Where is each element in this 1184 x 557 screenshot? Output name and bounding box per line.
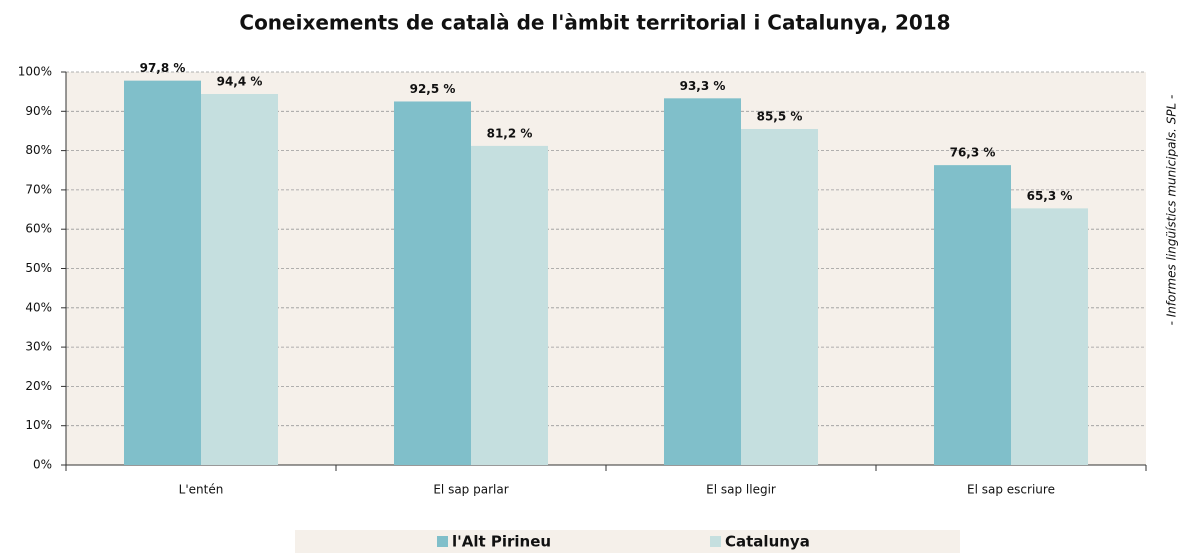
value-label: 65,3 % (1027, 189, 1073, 203)
legend-swatch (710, 536, 721, 547)
bar (664, 98, 741, 466)
legend-label: Catalunya (725, 533, 810, 551)
legend-box (295, 530, 960, 553)
y-tick-label: 80% (25, 143, 52, 157)
side-note: - Informes lingüístics municipals. SPL - (1165, 95, 1179, 326)
y-tick-label: 100% (18, 65, 52, 79)
bar (394, 101, 471, 465)
bar (471, 145, 548, 465)
y-tick-label: 0% (33, 458, 52, 472)
y-tick-label: 60% (25, 222, 52, 236)
bar (1011, 208, 1088, 465)
value-label: 76,3 % (950, 146, 996, 160)
value-label: 92,5 % (410, 82, 456, 96)
y-tick-label: 20% (25, 379, 52, 393)
y-tick-label: 10% (25, 418, 52, 432)
y-tick-label: 70% (25, 182, 52, 196)
legend-label: l'Alt Pirineu (452, 533, 551, 551)
value-label: 97,8 % (140, 61, 186, 75)
bar (124, 80, 201, 466)
x-tick-label: El sap escriure (967, 483, 1055, 497)
legend-swatch (437, 536, 448, 547)
y-tick-label: 90% (25, 104, 52, 118)
x-tick-label: El sap llegir (706, 483, 776, 497)
chart-title: Coneixements de català de l'àmbit territ… (239, 11, 950, 35)
y-tick-label: 40% (25, 300, 52, 314)
x-tick-label: L'entén (179, 483, 224, 497)
value-label: 85,5 % (757, 109, 803, 123)
y-tick-label: 50% (25, 261, 52, 275)
bar (741, 128, 818, 466)
bar (934, 165, 1011, 466)
value-label: 93,3 % (680, 79, 726, 93)
value-label: 94,4 % (217, 75, 263, 89)
x-tick-label: El sap parlar (433, 483, 508, 497)
value-label: 81,2 % (487, 126, 533, 140)
y-tick-label: 30% (25, 340, 52, 354)
bar (201, 94, 278, 466)
